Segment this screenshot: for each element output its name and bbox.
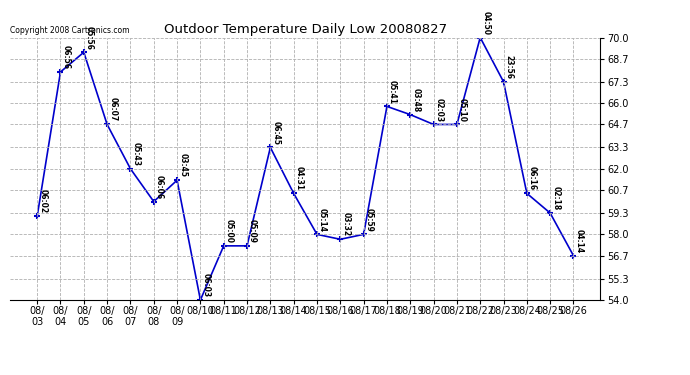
Text: 05:56: 05:56 <box>85 26 94 50</box>
Text: 05:43: 05:43 <box>132 142 141 166</box>
Text: 04:50: 04:50 <box>481 11 491 35</box>
Text: 05:59: 05:59 <box>365 208 374 232</box>
Text: Copyright 2008 Cartronics.com: Copyright 2008 Cartronics.com <box>10 26 130 35</box>
Text: 06:07: 06:07 <box>108 98 117 122</box>
Text: 06:56: 06:56 <box>61 45 70 69</box>
Text: 05:09: 05:09 <box>248 219 257 243</box>
Text: 04:14: 04:14 <box>575 229 584 253</box>
Text: 06:03: 06:03 <box>201 273 210 297</box>
Text: 02:18: 02:18 <box>551 186 560 210</box>
Text: 05:41: 05:41 <box>388 80 397 104</box>
Text: 06:02: 06:02 <box>38 189 47 213</box>
Text: 06:06: 06:06 <box>155 175 164 199</box>
Text: 02:03: 02:03 <box>435 98 444 122</box>
Text: 03:45: 03:45 <box>178 153 187 177</box>
Text: 03:32: 03:32 <box>342 212 351 237</box>
Text: 23:56: 23:56 <box>504 55 513 79</box>
Title: Outdoor Temperature Daily Low 20080827: Outdoor Temperature Daily Low 20080827 <box>164 23 447 36</box>
Text: 05:10: 05:10 <box>458 98 467 122</box>
Text: 05:14: 05:14 <box>318 208 327 232</box>
Text: 04:31: 04:31 <box>295 166 304 190</box>
Text: 06:16: 06:16 <box>528 166 537 190</box>
Text: 03:48: 03:48 <box>411 88 420 112</box>
Text: 05:00: 05:00 <box>225 219 234 243</box>
Text: 06:45: 06:45 <box>271 121 280 145</box>
